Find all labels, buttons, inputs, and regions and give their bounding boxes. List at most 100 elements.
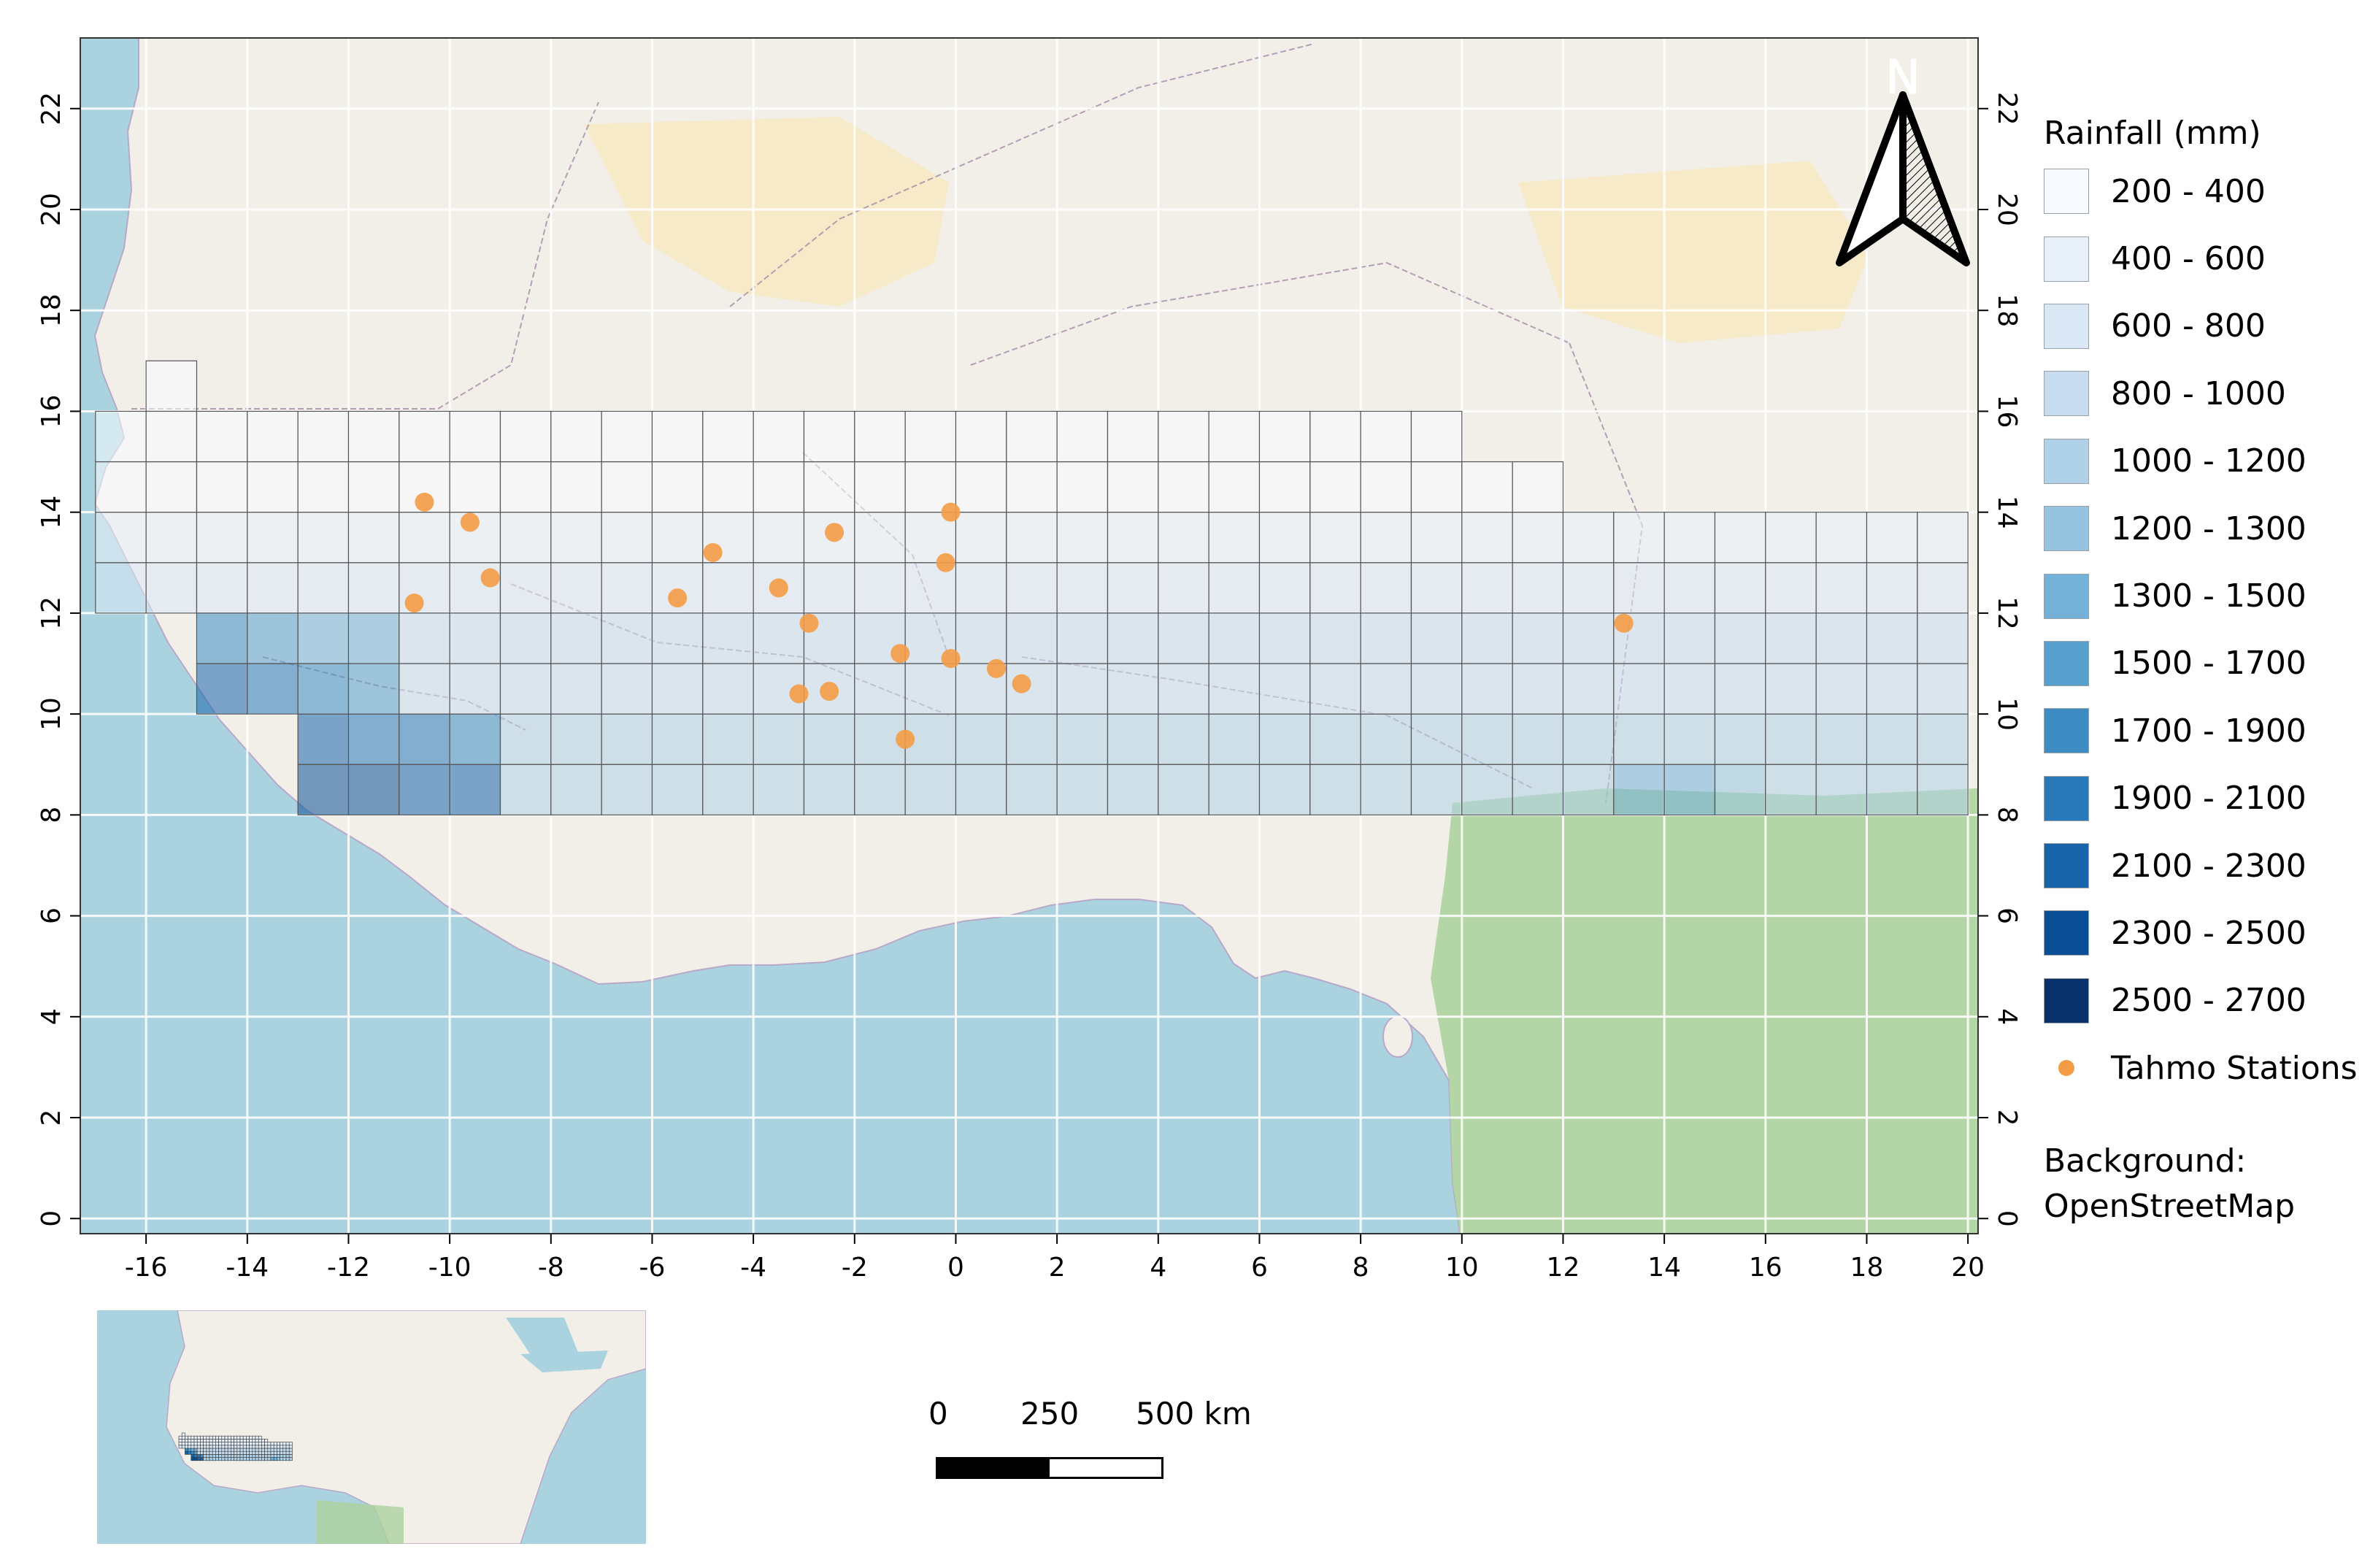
rainfall-cell [247,461,299,513]
inset-cell [273,1448,277,1452]
tahmo-station-marker [820,682,839,702]
inset-cell [231,1448,234,1452]
rainfall-cell [1056,663,1109,715]
inset-cell [227,1448,231,1452]
scale-label-250: 250 [1020,1396,1080,1431]
rainfall-cell [347,410,400,463]
inset-cell [255,1457,259,1461]
inset-cell [209,1435,213,1440]
rainfall-cell [1917,764,1969,815]
rainfall-cell [651,612,704,664]
rainfall-cell [955,512,1007,564]
inset-cell [249,1454,253,1458]
y-tick-label-left: 8 [36,807,66,823]
rainfall-cell [753,512,805,564]
legend-swatch [2044,169,2089,215]
inset-cell [218,1435,223,1440]
inset-cell [234,1445,238,1449]
legend-swatch [2044,640,2089,686]
rainfall-cell [753,764,805,815]
inset-cell [270,1454,274,1458]
inset-cell [285,1454,290,1458]
rainfall-cell [1866,764,1918,815]
tahmo-station-marker [936,553,955,572]
rainfall-cell [95,512,147,564]
x-tick-label: 18 [1850,1253,1884,1283]
rainfall-cell [145,512,198,564]
rainfall-cell [1258,410,1311,463]
rainfall-cell [1663,764,1716,815]
y-tick-label-right: 0 [1992,1210,2022,1227]
rainfall-grid [95,360,1969,815]
inset-cell [218,1448,223,1452]
inset-cell [258,1454,262,1458]
inset-cell [188,1450,192,1455]
tahmo-station-marker [404,593,424,613]
rainfall-cell [1107,663,1159,715]
inset-cell [218,1454,223,1458]
x-tick-label: -8 [538,1253,564,1283]
rainfall-cell [1815,764,1868,815]
rainfall-cell [1360,764,1412,815]
rainfall-cell [1006,713,1058,765]
rainfall-cell [1512,512,1564,564]
inset-cell [212,1450,216,1455]
inset-cell [212,1457,216,1461]
legend-swatch [2044,573,2089,619]
y-tick-label-left: 12 [36,596,66,630]
x-tick-label: 0 [947,1253,964,1283]
legend-label: 400 - 600 [2111,240,2266,278]
inset-cell [203,1439,207,1442]
inset-cell [252,1448,256,1452]
rainfall-cell [1360,612,1412,664]
bioko-island [1382,1015,1413,1058]
rainfall-cell [1158,512,1209,564]
rainfall-cell [95,562,147,614]
inset-cell [231,1450,234,1455]
rainfall-cell [499,663,552,715]
inset-cell [277,1457,280,1461]
inset-cell [264,1448,269,1452]
rainfall-cell [297,663,350,715]
rainfall-cell [1107,713,1159,765]
inset-cell [200,1457,204,1461]
inset-cell [288,1445,293,1449]
map-frame[interactable] [80,38,1978,1234]
inset-cell [288,1442,293,1446]
rainfall-cell [1410,612,1463,664]
legend-swatch [2044,977,2089,1023]
inset-cell [212,1435,216,1440]
rainfall-cell [1158,410,1209,463]
inset-cell [242,1439,247,1442]
rainfall-cell [803,562,855,614]
rainfall-cell [347,713,400,765]
rainfall-cell [1461,562,1513,614]
inset-cell [178,1442,182,1446]
rainfall-cell [1714,713,1766,765]
rainfall-cell [1461,713,1513,765]
inset-cell [191,1450,195,1455]
rainfall-cell [601,512,653,564]
inset-cell [264,1442,269,1446]
legend-swatch [2044,371,2089,417]
rainfall-cell [1056,764,1109,815]
inset-cell [285,1448,290,1452]
inset-cell [224,1457,228,1461]
rainfall-cell [1360,562,1412,614]
rainfall-cell [297,612,350,664]
rainfall-cell [95,461,147,513]
inset-cell [212,1448,216,1452]
x-tick-label: -16 [125,1253,168,1283]
rainfall-cell [297,764,350,815]
inset-cell [212,1439,216,1442]
rainfall-cell [1309,612,1361,664]
inset-cell [242,1457,247,1461]
inset-cell [196,1445,201,1449]
rainfall-cell [1107,562,1159,614]
rainfall-cell [1309,713,1361,765]
inset-cell [196,1448,201,1452]
overview-inset-map[interactable] [97,1310,646,1544]
sahara-shading-east [1518,161,1869,343]
rainfall-cell [955,461,1007,513]
inset-cell [227,1454,231,1458]
